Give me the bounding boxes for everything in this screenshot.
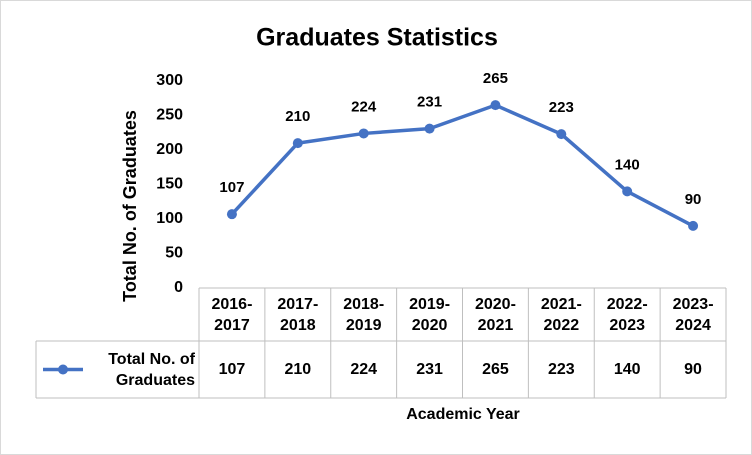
y-tick-label: 300 bbox=[156, 72, 183, 89]
table-value: 265 bbox=[482, 361, 509, 378]
data-point bbox=[424, 123, 435, 134]
x-tick-label: 2017-2018 bbox=[277, 295, 319, 334]
data-label: 265 bbox=[483, 70, 508, 87]
data-point bbox=[622, 186, 633, 197]
table-value: 231 bbox=[416, 361, 443, 378]
data-label: 210 bbox=[285, 108, 310, 125]
data-label: 224 bbox=[351, 98, 377, 115]
table-value: 224 bbox=[350, 361, 378, 378]
series-line bbox=[230, 103, 694, 228]
chart-title: Graduates Statistics bbox=[256, 24, 498, 52]
data-point bbox=[292, 138, 303, 149]
table-value: 223 bbox=[547, 361, 575, 378]
x-tick-label: 2016-2017 bbox=[211, 295, 253, 334]
table-value: 90 bbox=[684, 361, 702, 378]
y-tick-label: 100 bbox=[156, 210, 183, 227]
x-tick-label: 2022-2023 bbox=[606, 295, 648, 334]
x-tick-label: 2019-2020 bbox=[409, 295, 451, 334]
x-tick-label: 2023-2024 bbox=[672, 295, 714, 334]
y-tick-label: 0 bbox=[174, 279, 183, 296]
data-point bbox=[556, 129, 567, 140]
y-tick-label: 200 bbox=[156, 141, 183, 158]
y-tick-label: 150 bbox=[156, 176, 183, 193]
data-label: 90 bbox=[685, 191, 702, 208]
legend-marker bbox=[58, 364, 68, 375]
data-label: 140 bbox=[615, 156, 640, 173]
data-point bbox=[358, 128, 369, 139]
y-axis-title: Total No. of Graduates bbox=[120, 110, 140, 302]
x-axis-title: Academic Year bbox=[406, 406, 520, 423]
data-point bbox=[490, 100, 501, 111]
data-label: 231 bbox=[417, 94, 442, 111]
data-label: 107 bbox=[219, 179, 244, 196]
data-label: 223 bbox=[549, 99, 574, 116]
data-point bbox=[688, 220, 699, 231]
x-tick-label: 2021-2022 bbox=[540, 295, 582, 334]
x-tick-label: 2018-2019 bbox=[343, 295, 385, 334]
table-value: 107 bbox=[218, 361, 246, 378]
y-tick-label: 50 bbox=[165, 245, 183, 262]
table-value: 140 bbox=[613, 361, 641, 378]
legend-label: Total No. of Graduates bbox=[108, 350, 195, 389]
x-tick-label: 2020-2021 bbox=[474, 295, 516, 334]
y-tick-label: 250 bbox=[156, 107, 183, 124]
table-value: 210 bbox=[284, 361, 312, 378]
data-point bbox=[226, 209, 237, 220]
